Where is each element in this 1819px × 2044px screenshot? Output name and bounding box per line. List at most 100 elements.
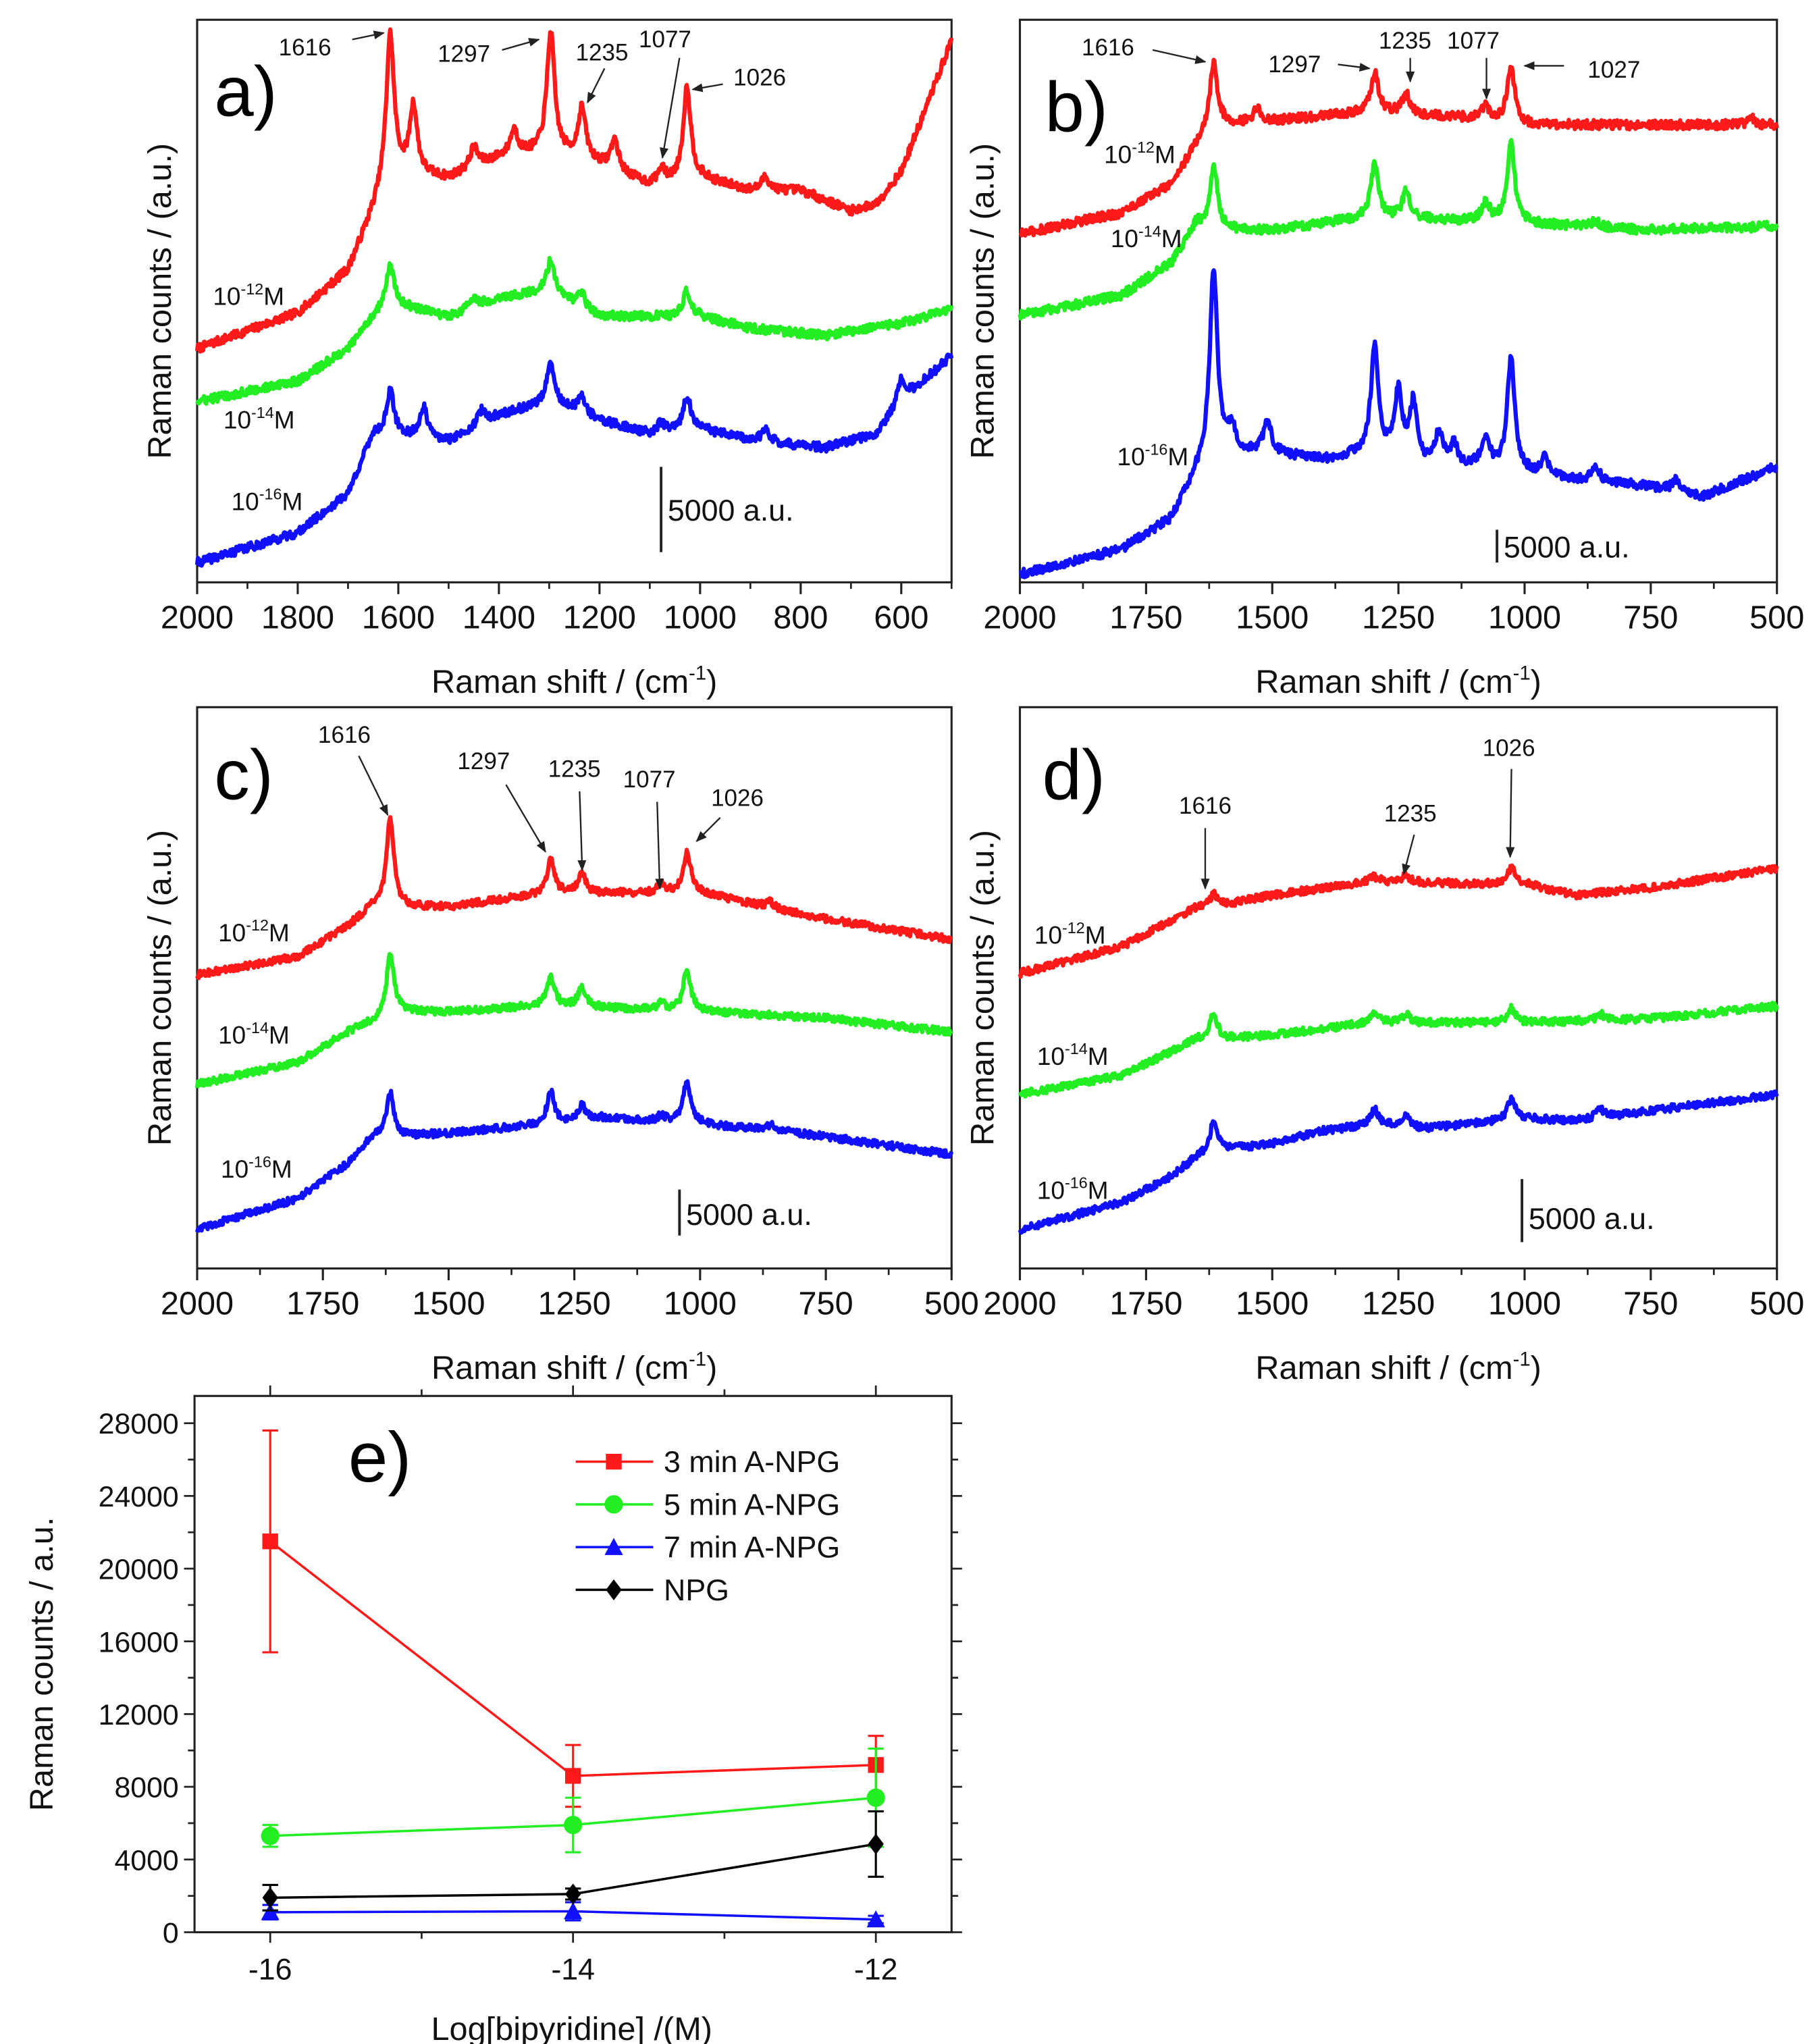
conc-base: 10 [232,488,259,515]
conc-exp: -12 [246,916,269,934]
x-tick-label: 750 [798,1286,853,1322]
x-axis-title-suffix: ) [1531,1350,1541,1386]
data-point-diamond [868,1833,884,1855]
peak-annotation: 1077 [639,26,691,53]
conc-exp: -14 [1138,222,1161,240]
annotation-arrow [655,802,664,890]
y-axis-title: Raman counts / a.u. [24,1517,60,1811]
data-point-diamond [565,1883,581,1905]
peak-annotation: 1616 [1179,793,1232,819]
x-axis-title: Raman shift / (cm-1) [1255,662,1541,700]
conc-unit: M [263,283,284,311]
legend-entry: 5 min A-NPG [575,1488,840,1521]
conc-exp: -16 [1145,441,1168,458]
x-tick-label: 2000 [161,600,234,636]
annotation-arrow [1402,834,1415,876]
x-tick-label: 2000 [983,600,1056,636]
x-axis-title-text: Raman shift / (cm [1255,1350,1512,1386]
conc-exp: -12 [240,280,263,298]
x-axis-title-sup: -1 [1513,662,1531,684]
x-axis-title-text: Raman shift / (cm [431,1350,689,1386]
x-tick-label: 2000 [161,1286,234,1322]
x-axis-title-sup: -1 [689,662,706,684]
conc-base: 10 [223,407,251,434]
conc-base: 10 [1037,1043,1065,1070]
data-point-triangle [866,1910,885,1928]
conc-unit: M [1161,225,1182,253]
data-point-circle [866,1788,885,1807]
concentration-label: 10-12M [1034,919,1106,949]
spectrum-10-16-M [1018,1089,1779,1235]
y-tick-label: 4000 [114,1844,178,1877]
peak-annotation: 1077 [1447,28,1500,54]
legend-label: 3 min A-NPG [664,1445,840,1479]
conc-base: 10 [221,1155,248,1183]
conc-base: 10 [218,1022,246,1049]
panel-label: e) [348,1418,411,1497]
conc-exp: -16 [259,486,282,503]
data-point-triangle [564,1902,583,1920]
spectrum-10-16-M [194,352,954,568]
spectrum-10-12-M [194,27,954,354]
data-point-circle [564,1816,583,1835]
y-axis-title: Raman counts / (a.u.) [965,830,1001,1146]
concentration-label: 10-14M [218,1019,290,1049]
concentration-label: 10-16M [232,486,303,516]
data-point-circle [261,1827,280,1845]
conc-base: 10 [1104,140,1132,168]
data-point-square [565,1768,581,1784]
x-tick-label: 1000 [1488,1286,1561,1322]
x-axis-title: Raman shift / (cm-1) [1255,1349,1541,1386]
y-tick-label: 0 [163,1917,179,1949]
x-tick-label: 600 [874,600,928,636]
x-axis-title-sup: -1 [689,1349,706,1371]
peak-annotation: 1297 [457,748,510,775]
y-tick-label: 8000 [114,1772,178,1804]
legend-label: NPG [664,1573,729,1607]
x-tick-label: 1600 [362,600,435,636]
annotation-arrow [691,83,723,93]
annotation-arrow [505,784,546,853]
spectrum-10-14-M [1018,138,1779,321]
peak-annotation: 1235 [1384,801,1437,827]
conc-exp: -14 [251,404,274,421]
peak-annotation: 1297 [438,41,490,68]
peak-annotation: 1235 [548,756,601,782]
x-tick-label: 1250 [1362,1286,1435,1322]
concentration-label: 10-16M [1117,441,1189,471]
panel-label: d) [1043,736,1105,815]
conc-exp: -14 [246,1019,269,1037]
annotation-arrow [577,791,587,872]
series-7-min-a-npg [261,1901,885,1928]
x-tick-label: 1200 [563,600,636,636]
series-5-min-a-npg [261,1748,885,1854]
series-3-min-a-npg [262,1429,884,1808]
x-tick-label: 1250 [538,1286,611,1322]
annotation-arrow [695,816,721,843]
panel-a: 2000 1800 1600 1400 1200 1000 800 600 Raman shif… [142,18,954,700]
annotation-arrow [660,57,681,159]
concentration-label: 10-14M [223,404,295,434]
conc-exp: -16 [1065,1174,1088,1192]
peak-annotation: 1026 [1483,735,1535,761]
data-point-diamond [262,1887,278,1908]
legend-label: 5 min A-NPG [664,1488,840,1521]
scale-bar-label: 5000 a.u. [1504,530,1630,564]
conc-exp: -16 [248,1153,271,1171]
peak-annotation: 1026 [733,65,786,91]
x-tick-label: 750 [1623,1286,1678,1322]
peak-annotation: 1235 [1379,28,1431,54]
spectrum-10-14-M [194,951,953,1089]
x-tick-label: 1400 [463,600,535,636]
x-tick-label: -16 [248,1953,292,1987]
conc-base: 10 [218,919,246,947]
x-tick-label: 2000 [983,1286,1056,1322]
x-axis-title-suffix: ) [706,1350,717,1386]
x-tick-label: -12 [854,1953,898,1987]
scale-bar-label: 5000 a.u. [668,494,794,527]
panel-b: 2000 1750 1500 1250 1000 750 500 Raman shift / … [965,18,1804,700]
peak-annotation: 1026 [711,785,764,811]
conc-unit: M [269,1022,290,1049]
legend-label: 7 min A-NPG [664,1531,840,1565]
conc-unit: M [274,407,295,434]
